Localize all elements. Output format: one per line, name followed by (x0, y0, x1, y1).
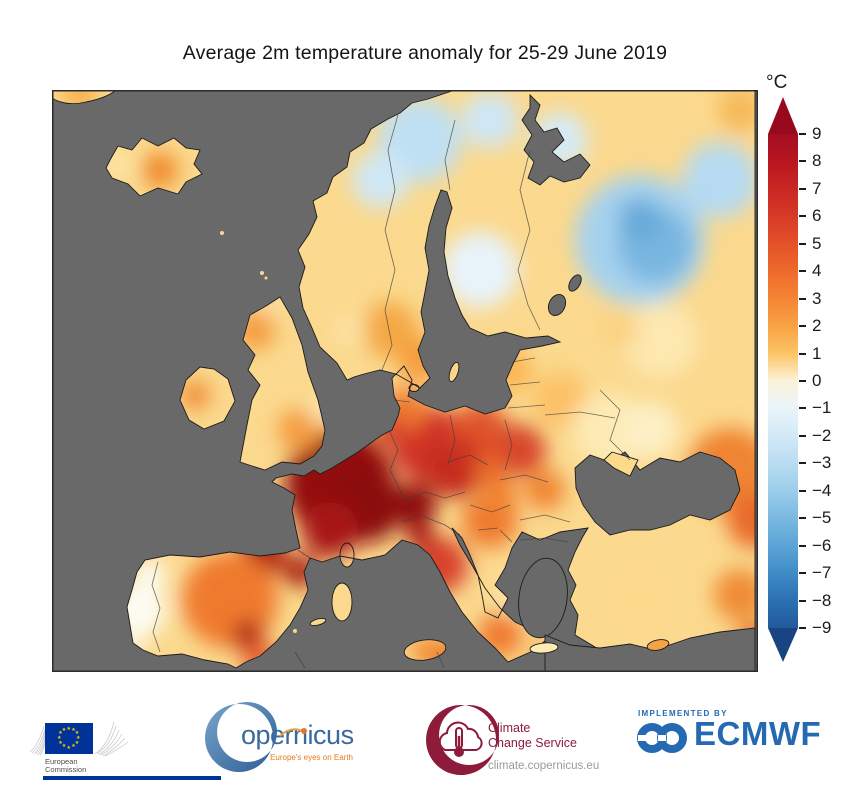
colorbar-tick-mark (799, 489, 806, 492)
europe-anomaly-map (51, 89, 758, 673)
colorbar-tick-label: 1 (812, 343, 822, 363)
sea-islands (529, 451, 670, 654)
colorbar-tick-mark (799, 242, 806, 245)
white-sea (521, 93, 591, 186)
colorbar-tick-label: −3 (812, 453, 832, 473)
eu-flag-star-icon: ★ (57, 735, 62, 741)
ecmwf-cc-icon (637, 723, 687, 753)
colorbar-tick-label: −8 (812, 590, 832, 610)
eu-flag-star-icon: ★ (58, 739, 63, 746)
colorbar-tick-mark (799, 160, 806, 163)
eu-flag-star-icon: ★ (71, 726, 76, 733)
colorbar-tick-label: −9 (812, 618, 832, 637)
colorbar-tick-mark (799, 270, 806, 273)
colorbar-tick-mark (799, 517, 806, 520)
page-title: Average 2m temperature anomaly for 25-29… (182, 42, 668, 64)
footer-logos: ★ ★ ★ ★ ★ ★ ★ ★ ★ ★ ★ ★ European Commission opernic… (0, 695, 850, 785)
lake-ladoga (547, 294, 567, 316)
colorbar-tick-label: 5 (812, 233, 822, 253)
eu-flag-star-icon: ★ (66, 725, 71, 732)
eu-flag-star-icon: ★ (71, 743, 76, 750)
eu-flag-star-icon: ★ (74, 739, 80, 746)
europe-anomaly-map-svg (51, 89, 758, 673)
eu-flag-star-icon: ★ (66, 744, 71, 751)
copernicus-wordmark: opernicus (241, 720, 354, 750)
eu-flag-star-icon: ★ (61, 743, 67, 750)
colorbar-arrow-bottom (768, 628, 798, 662)
colorbar-gradient (768, 134, 798, 628)
colorbar-tick-label: 2 (812, 316, 822, 336)
colorbar-tick-mark (799, 407, 806, 410)
colorbar-tick-mark (799, 462, 806, 465)
ec-swoosh-lines-icon (29, 721, 129, 757)
colorbar-tick-mark (799, 325, 806, 328)
ecmwf-logo: IMPLEMENTED BY ECMWF (637, 706, 847, 776)
colorbar-tick-label: −7 (812, 563, 832, 583)
interior-seas (518, 93, 756, 673)
colorbar-tick-mark (799, 352, 806, 355)
copernicus-tagline: Europe's eyes on Earth (270, 753, 353, 762)
colorbar-tick-mark (799, 572, 806, 575)
colorbar: 9 8 7 6 5 4 3 2 1 0 −1 −2 −3 −4 −5 −6 −7 −8 −9 (768, 97, 850, 707)
colorbar-tick-label: 9 (812, 124, 822, 143)
colorbar-tick-mark (799, 133, 806, 135)
colorbar-tick-label: −1 (812, 398, 832, 418)
ecmwf-wordmark: ECMWF (694, 715, 822, 752)
c3s-crescent-cloud-thermometer-icon (426, 705, 500, 775)
aegean-sea (518, 557, 568, 639)
colorbar-tick-label: 3 (812, 288, 822, 308)
colorbar-tick-label: −5 (812, 508, 832, 528)
eu-flag-icon: ★ ★ ★ ★ ★ ★ ★ ★ ★ ★ ★ ★ (45, 723, 93, 754)
colorbar-tick-label: 8 (812, 151, 822, 171)
colorbar-tick-label: 7 (812, 178, 822, 198)
copernicus-logo: opernicus Europe's eyes on Earth (205, 700, 365, 780)
copernicus-c-crescent-icon (205, 702, 278, 772)
map-frame (52, 90, 758, 672)
eu-flag-star-icon: ★ (74, 730, 80, 737)
ec-underline (43, 776, 221, 780)
country-borders (151, 114, 631, 669)
cyprus (646, 639, 670, 651)
colorbar-tick-mark (799, 544, 806, 547)
colorbar-tick-label: 6 (812, 206, 822, 226)
eu-flag-star-icon: ★ (76, 735, 81, 741)
eu-flag-star-icon: ★ (58, 730, 63, 737)
eu-flag-star-icon: ★ (61, 726, 67, 733)
colorbar-arrow-top (768, 97, 798, 134)
colorbar-tick-mark (799, 599, 806, 602)
colorbar-tick-label: −4 (812, 480, 832, 500)
colorbar-tick-label: −2 (812, 425, 832, 445)
c3s-url: climate.copernicus.eu (488, 760, 600, 772)
european-commission-logo: ★ ★ ★ ★ ★ ★ ★ ★ ★ ★ ★ ★ European Commission (28, 702, 228, 780)
crimea (603, 451, 639, 477)
ec-name: European Commission (45, 757, 87, 774)
ecmwf-kicker: IMPLEMENTED BY (638, 709, 728, 718)
colorbar-tick-mark (799, 297, 806, 300)
colorbar-tick-label: 0 (812, 371, 822, 390)
colorbar-tick-mark (799, 187, 806, 190)
colorbar-tick-mark (799, 380, 806, 382)
c3s-name: Climate Change Service (488, 721, 577, 750)
copernicus-swoosh-icon (279, 728, 307, 737)
colorbar-tick-mark (799, 627, 806, 629)
colorbar-unit-label: °C (766, 72, 788, 93)
climate-change-service-logo: Climate Change Service climate.copernicu… (425, 700, 620, 780)
colorbar-tick-mark (799, 434, 806, 437)
colorbar-tick-mark (799, 215, 806, 218)
crete (529, 642, 559, 654)
colorbar-tick-label: 4 (812, 261, 822, 281)
lake-onega (568, 274, 582, 292)
colorbar-tick-label: −6 (812, 535, 832, 555)
